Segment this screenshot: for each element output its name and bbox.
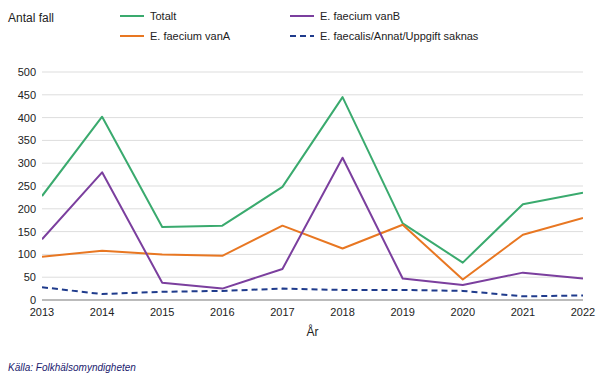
x-tick-label: 2020 <box>451 306 475 318</box>
grid-line <box>42 300 583 301</box>
grid-line <box>42 186 583 187</box>
y-tick-label: 300 <box>18 157 36 169</box>
series-line <box>42 287 583 296</box>
x-tick-label: 2022 <box>571 306 595 318</box>
legend-swatch <box>290 35 314 37</box>
x-axis: 2013 2014 2015 2016 2017 2018 2019 2020 2021 2022 <box>30 300 595 318</box>
plot-area <box>42 97 583 296</box>
y-tick-label: 400 <box>18 112 36 124</box>
y-axis: 0 50 100 150 200 250 300 350 400 450 500 <box>18 66 583 306</box>
x-tick-label: 2016 <box>210 306 234 318</box>
y-tick-label: 350 <box>18 134 36 146</box>
series-line <box>42 158 583 289</box>
x-tick-label: 2013 <box>30 306 54 318</box>
y-tick-label: 0 <box>30 294 36 306</box>
y-tick-label: 150 <box>18 226 36 238</box>
grid-line <box>42 231 583 232</box>
y-tick-label: 450 <box>18 89 36 101</box>
y-tick-label: 200 <box>18 203 36 215</box>
legend-swatch <box>120 35 144 37</box>
legend-label: E. faecium vanA <box>150 30 231 42</box>
y-tick-label: 250 <box>18 180 36 192</box>
grid-line <box>42 254 583 255</box>
legend-swatch <box>120 15 144 17</box>
legend-label: E. faecium vanB <box>320 10 400 22</box>
x-tick-label: 2017 <box>270 306 294 318</box>
source-note: Källa: Folkhälsomyndigheten <box>8 362 136 373</box>
x-tick-label: 2021 <box>511 306 535 318</box>
grid-line <box>42 94 583 95</box>
chart: 0501001502002503003504004505002013201420… <box>0 0 605 379</box>
y-axis-label: Antal fall <box>8 11 54 25</box>
series-line <box>42 218 583 280</box>
x-tick-label: 2015 <box>150 306 174 318</box>
legend-label: Totalt <box>150 10 176 22</box>
x-axis-label: År <box>307 324 319 339</box>
page: {"chart_data": { "type": "line", "x": [2… <box>0 0 605 379</box>
legend-swatch <box>290 15 314 17</box>
y-tick-label: 50 <box>24 271 36 283</box>
y-tick-label: 100 <box>18 248 36 260</box>
x-tick-label: 2014 <box>90 306 114 318</box>
legend: Totalt E. faecium vanA E. faecium vanB E. f… <box>120 10 479 42</box>
y-tick-label: 500 <box>18 66 36 78</box>
x-axis-line <box>42 300 583 301</box>
grid-line <box>42 117 583 118</box>
grid-line <box>42 163 583 164</box>
grid-line <box>42 72 583 73</box>
legend-label: E. faecalis/Annat/Uppgift saknas <box>320 30 479 42</box>
x-tick-label: 2019 <box>390 306 414 318</box>
x-tick-label: 2018 <box>330 306 354 318</box>
chart-container: 0501001502002503003504004505002013201420… <box>0 0 605 379</box>
